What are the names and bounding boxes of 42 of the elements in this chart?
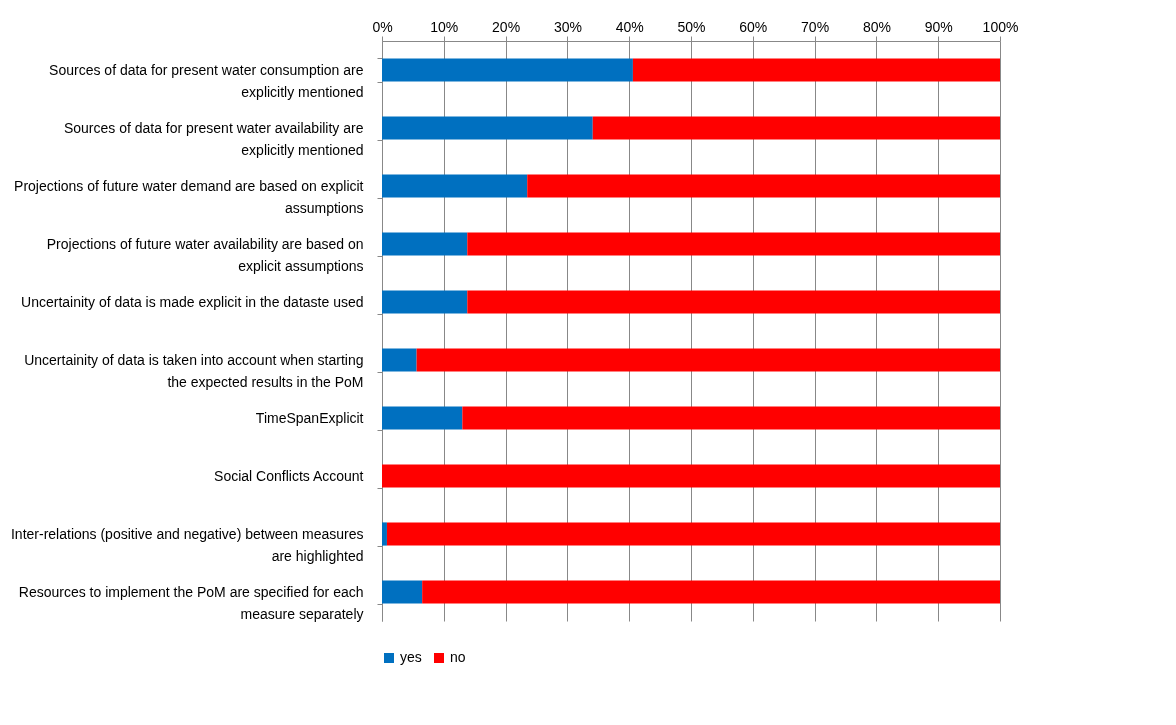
bar	[382, 464, 1000, 488]
bar	[382, 522, 387, 546]
y-tick-label: Sources of data for present water consumption are explicitly mentioned	[49, 61, 364, 100]
y-tick-label: Uncertainity of data is taken into account when starting the expected results in the PoM	[24, 351, 364, 390]
y-tick-label: Projections of future water availability are based on explicit assumptions	[46, 235, 364, 274]
bar	[527, 174, 1000, 198]
y-tick-label: Sources of data for present water availability are explicitly mentioned	[63, 119, 364, 158]
x-tick-label: 0%	[372, 18, 393, 35]
x-tick-label: 30%	[553, 18, 582, 35]
bar	[382, 116, 593, 140]
y-tick-label: Social Conflicts Account	[214, 467, 364, 484]
y-tick-label: Projections of future water demand are based on explicit assumptions	[14, 177, 364, 216]
x-tick-label: 40%	[615, 18, 644, 35]
bar	[382, 580, 423, 604]
y-tick-label: Inter-relations (positive and negative) between measures are highlighted	[10, 525, 364, 564]
bar	[467, 232, 1000, 256]
x-tick-label: 80%	[862, 18, 891, 35]
bar	[382, 406, 463, 430]
y-tick-label: TimeSpanExplicit	[255, 409, 364, 426]
y-tick-label: Uncertainity of data is made explicit in the dataste used	[21, 293, 364, 310]
x-tick-label: 50%	[677, 18, 706, 35]
bar	[382, 348, 417, 372]
y-tick-label: Resources to implement the PoM are specified for each measure separately	[18, 583, 364, 622]
legend-label: no	[450, 649, 466, 665]
bar	[592, 116, 1000, 140]
bar	[382, 290, 468, 314]
bar	[632, 58, 1000, 82]
bar	[382, 174, 528, 198]
x-tick-label: 100%	[982, 18, 1019, 35]
x-tick-label: 70%	[801, 18, 830, 35]
legend-label: yes	[400, 649, 422, 665]
bar	[467, 290, 1000, 314]
x-tick-label: 20%	[492, 18, 521, 35]
bar	[422, 580, 1000, 604]
bar	[382, 232, 468, 256]
bar	[462, 406, 1000, 430]
bar	[386, 522, 1000, 546]
x-tick-label: 10%	[430, 18, 459, 35]
x-tick-label: 90%	[924, 18, 953, 35]
bar	[382, 58, 633, 82]
bar	[416, 348, 1000, 372]
x-tick-label: 60%	[739, 18, 768, 35]
